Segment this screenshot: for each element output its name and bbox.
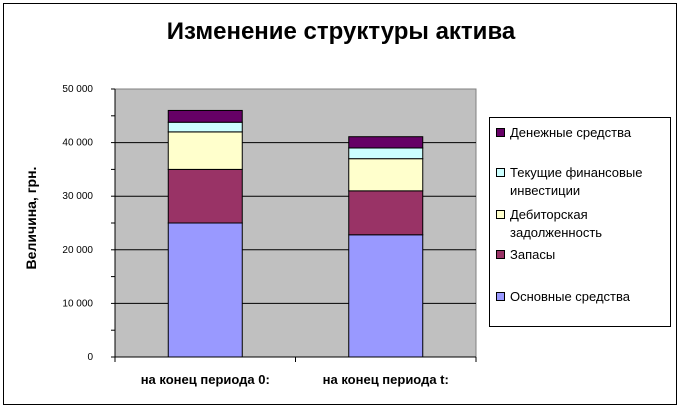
bar-segment — [348, 234, 424, 358]
legend-label: Основные средства — [510, 289, 630, 304]
legend-swatch — [496, 292, 505, 301]
x-category-label: на конец периода 0: — [141, 372, 270, 387]
legend-swatch — [496, 210, 505, 219]
legend-swatch — [496, 168, 505, 177]
bar-segment — [348, 136, 424, 149]
y-tick-label: 40 000 — [62, 138, 93, 149]
legend-label: Денежные средства — [510, 125, 632, 140]
y-tick-label: 0 — [87, 352, 93, 363]
bar-segment — [348, 147, 424, 160]
chart-legend: Денежные средства Текущие финансовые инвес… — [489, 117, 671, 327]
bar-segment — [167, 109, 243, 123]
y-tick-label: 30 000 — [62, 191, 93, 202]
bar-segment — [167, 168, 243, 224]
legend-swatch — [496, 250, 505, 259]
y-tick-label: 20 000 — [62, 245, 93, 256]
x-category-label: на конец периода t: — [323, 372, 449, 387]
y-tick-label: 50 000 — [62, 84, 93, 95]
chart-title: Изменение структуры актива — [166, 18, 516, 45]
bar-segment — [167, 121, 243, 133]
bar-segment — [167, 131, 243, 170]
legend-label: Запасы — [510, 247, 556, 262]
y-tick-label: 10 000 — [62, 298, 93, 309]
legend-label: Дебиторская задолженность — [510, 207, 603, 240]
bar-segment — [167, 222, 243, 358]
bar-segment — [348, 190, 424, 236]
legend-swatch — [496, 128, 505, 137]
y-axis-title: Величина, грн. — [23, 167, 39, 270]
legend-label: Текущие финансовые инвестиции — [510, 165, 643, 198]
bar-segment — [348, 158, 424, 192]
